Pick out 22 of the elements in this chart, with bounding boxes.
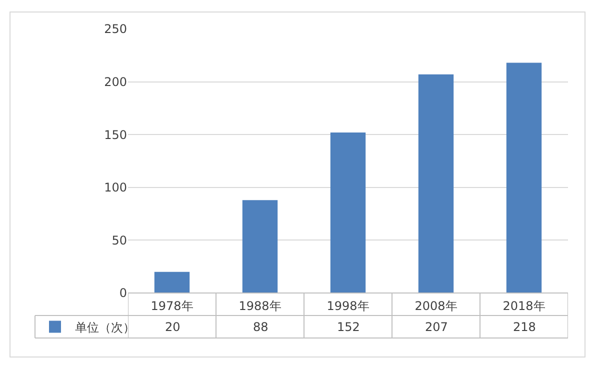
y-tick-label: 100 — [104, 180, 127, 195]
legend-label: 单位（次） — [75, 320, 135, 334]
y-tick-label: 200 — [104, 75, 127, 89]
bar — [330, 132, 366, 293]
bar — [418, 74, 454, 293]
x-tick-label: 1998年 — [326, 299, 370, 313]
bar — [506, 62, 542, 293]
x-tick-label: 2008年 — [414, 299, 458, 313]
data-label: 20 — [165, 320, 180, 334]
x-tick-label: 1988年 — [238, 299, 282, 313]
y-tick-label: 0 — [119, 286, 127, 300]
bar — [154, 272, 190, 293]
bar — [242, 200, 278, 293]
y-tick-label: 50 — [112, 233, 127, 248]
y-tick-label: 250 — [104, 22, 127, 36]
data-label: 152 — [337, 320, 360, 334]
data-label: 207 — [425, 320, 448, 334]
x-tick-label: 1978年 — [150, 299, 194, 313]
data-label: 88 — [253, 320, 268, 334]
x-tick-label: 2018年 — [502, 299, 546, 313]
y-tick-label: 150 — [104, 128, 127, 142]
data-label: 218 — [513, 320, 536, 334]
